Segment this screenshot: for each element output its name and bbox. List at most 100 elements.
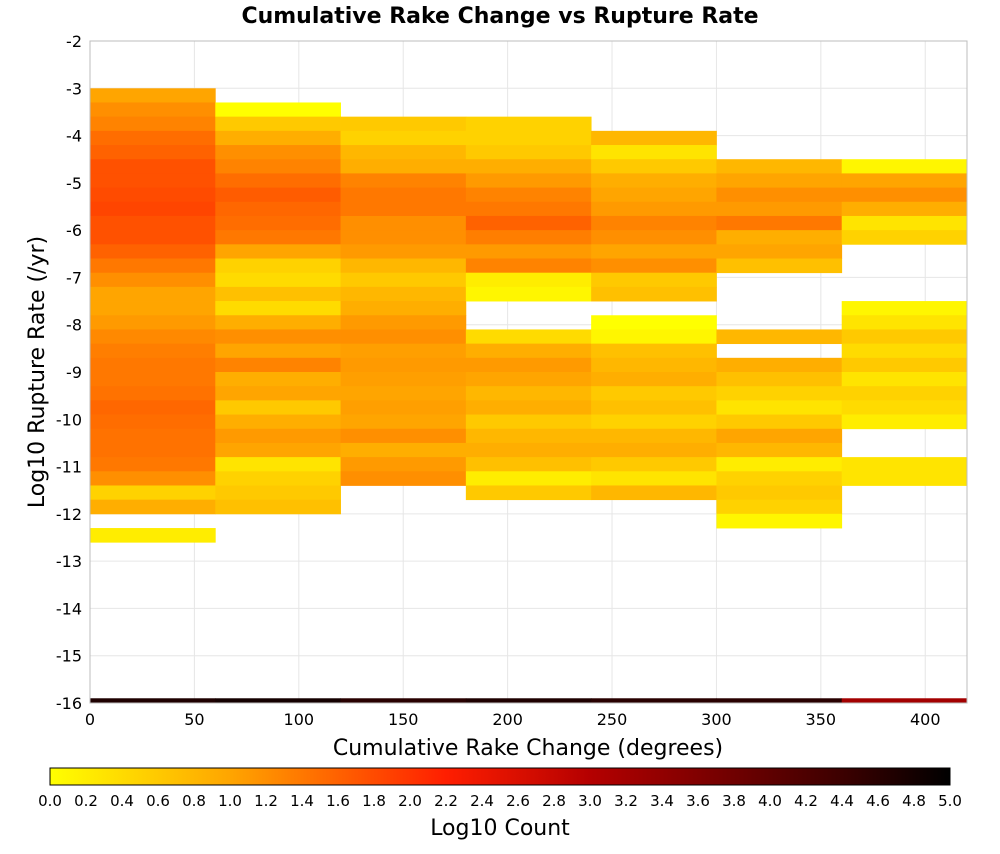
heatmap-cell: [716, 485, 843, 501]
heatmap-cell: [591, 272, 717, 288]
heatmap-cell: [716, 428, 843, 444]
heatmap-cell: [841, 400, 968, 415]
heatmap-cell: [716, 258, 843, 274]
x-tick-label: 50: [184, 710, 204, 729]
heatmap-cell: [465, 698, 592, 703]
heatmap-cell: [215, 244, 341, 259]
heatmap-cell: [90, 698, 216, 703]
heatmap-cell: [90, 145, 216, 160]
colorbar-tick-label: 4.8: [902, 792, 926, 810]
heatmap-cell: [841, 315, 968, 330]
heatmap-cell: [215, 442, 341, 458]
heatmap-cell: [841, 471, 968, 486]
heatmap-cell: [90, 457, 216, 472]
heatmap-cell: [591, 386, 717, 401]
heatmap-cell: [841, 343, 968, 359]
heatmap-cell: [716, 698, 843, 703]
heatmap-cell: [716, 513, 843, 529]
heatmap-cell: [716, 499, 843, 515]
heatmap-cell: [340, 145, 467, 160]
heatmap-cell: [215, 315, 341, 330]
heatmap-cell: [591, 145, 717, 160]
colorbar-tick-label: 4.2: [794, 792, 818, 810]
x-tick-labels: 0 50 100 150 200 250 300 350 400: [85, 710, 941, 729]
heatmap-cell: [465, 173, 592, 188]
y-tick-label: -9: [66, 363, 82, 382]
heatmap-cell: [841, 159, 968, 174]
heatmap-cell: [841, 187, 968, 203]
heatmap-cell: [465, 457, 592, 472]
heatmap-cell: [90, 88, 216, 103]
y-tick-label: -16: [56, 694, 82, 713]
heatmap-cell: [716, 201, 843, 217]
heatmap-cell: [465, 130, 592, 146]
colorbar-tick-label: 1.2: [254, 792, 278, 810]
heatmap-cell: [465, 286, 592, 302]
heatmap-cell: [340, 258, 467, 274]
heatmap-cell: [716, 173, 843, 188]
heatmap-cell: [215, 258, 341, 274]
heatmap-cell: [215, 272, 341, 288]
heatmap-cell: [841, 329, 968, 345]
heatmap-cell: [340, 471, 467, 486]
colorbar-tick-label: 2.8: [542, 792, 566, 810]
colorbar-tick-label: 3.4: [650, 792, 674, 810]
heatmap-cell: [215, 329, 341, 345]
heatmap-cell: [716, 357, 843, 373]
heatmap-cell: [591, 485, 717, 501]
colorbar-tick-label: 4.0: [758, 792, 782, 810]
heatmap-cell: [591, 187, 717, 203]
heatmap-cell: [90, 315, 216, 330]
heatmap-cell: [591, 428, 717, 444]
heatmap-cell: [465, 244, 592, 259]
heatmap-cell: [591, 414, 717, 430]
heatmap-cell: [465, 357, 592, 373]
heatmap-cell: [215, 187, 341, 203]
heatmap-cell: [215, 414, 341, 430]
heatmap-cell: [465, 414, 592, 430]
heatmap-cell: [841, 698, 968, 703]
y-tick-labels: -16 -15 -14 -13 -12 -11 -10 -9 -8 -7 -6 -5 -4 -3 -2: [56, 32, 82, 713]
y-tick-label: -7: [66, 268, 82, 287]
heatmap-cell: [716, 230, 843, 245]
heatmap-cell: [591, 286, 717, 302]
heatmap-cell: [340, 329, 467, 345]
colorbar-tick-label: 0.2: [74, 792, 98, 810]
colorbar-tick-label: 1.0: [218, 792, 242, 810]
y-tick-label: -15: [56, 647, 82, 666]
heatmap-cell: [340, 187, 467, 203]
heatmap-cell: [465, 145, 592, 160]
heatmap-cell: [716, 244, 843, 259]
heatmap-cell: [340, 428, 467, 444]
x-tick-label: 350: [806, 710, 837, 729]
heatmap-cell: [465, 372, 592, 387]
heatmap-cell: [465, 116, 592, 132]
heatmap-cell: [716, 215, 843, 231]
heatmap-cell: [465, 471, 592, 486]
heatmap-cell: [215, 215, 341, 231]
heatmap-cell: [340, 130, 467, 146]
heatmap-cell: [465, 485, 592, 501]
heatmap-cell: [215, 201, 341, 217]
heatmap-cell: [465, 400, 592, 415]
heatmap-cell: [215, 230, 341, 245]
heatmap-cell: [841, 215, 968, 231]
heatmap-cell: [591, 457, 717, 472]
heatmap-cell: [340, 372, 467, 387]
heatmap-cell: [90, 343, 216, 359]
heatmap-cell: [716, 386, 843, 401]
y-tick-label: -5: [66, 174, 82, 193]
heatmap-cell: [340, 357, 467, 373]
plot-border: [89, 40, 968, 704]
heatmap-cell: [215, 698, 341, 703]
x-tick-label: 250: [597, 710, 628, 729]
heatmap-cell: [465, 343, 592, 359]
heatmap-cell: [90, 187, 216, 203]
heatmap-cell: [340, 315, 467, 330]
heatmap-cell: [90, 329, 216, 345]
heatmap-cell: [215, 428, 341, 444]
heatmap-cell: [591, 698, 717, 703]
heatmap-cell: [215, 372, 341, 387]
heatmap-cell: [215, 457, 341, 472]
